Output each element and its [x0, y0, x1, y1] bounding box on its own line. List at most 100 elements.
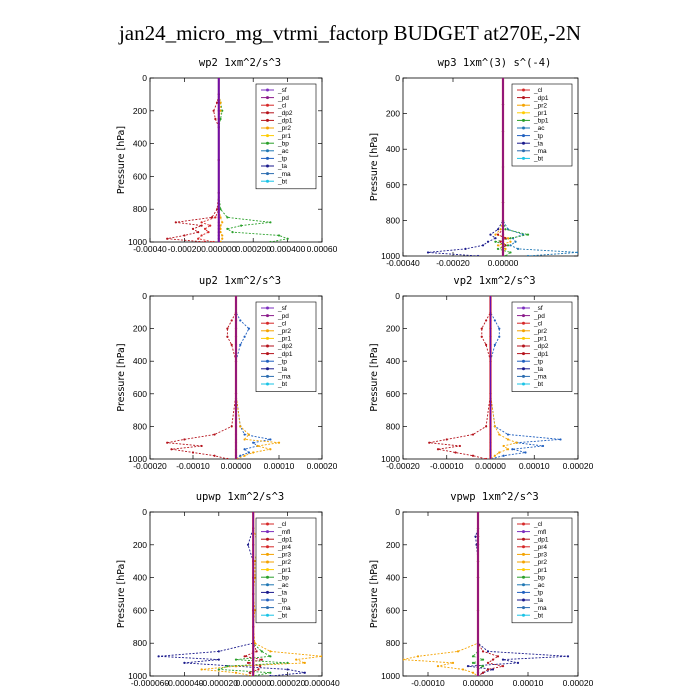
- data-point: [226, 327, 229, 330]
- legend-marker: [522, 118, 525, 122]
- data-point: [174, 221, 177, 224]
- data-point: [541, 444, 545, 448]
- x-tick-label: 0.00060: [307, 244, 338, 254]
- legend-entry: _ac: [277, 582, 289, 589]
- legend-marker: [266, 382, 269, 386]
- legend-entry: _pr3: [533, 552, 547, 559]
- legend-entry: _pr1: [533, 567, 547, 574]
- data-point: [496, 233, 500, 236]
- data-point: [504, 254, 507, 256]
- data-point: [502, 444, 505, 448]
- subplot-title: vp2 1xm^2/s^3: [453, 275, 535, 287]
- data-point: [501, 658, 505, 661]
- legend-marker: [266, 545, 269, 549]
- data-point: [494, 237, 497, 240]
- legend-marker: [266, 367, 269, 371]
- data-point: [243, 448, 246, 451]
- legend-marker: [522, 530, 525, 534]
- legend-marker: [522, 149, 525, 153]
- data-point: [403, 658, 405, 661]
- x-tick-label: -0.000060: [131, 678, 170, 688]
- legend-marker: [266, 314, 269, 318]
- legend-entry: _pr1: [533, 336, 547, 343]
- data-point: [183, 661, 186, 664]
- data-point: [493, 425, 496, 428]
- data-point: [436, 665, 440, 668]
- y-tick-label: 200: [386, 324, 400, 334]
- data-point: [200, 444, 203, 448]
- series-line-ac: [502, 78, 578, 256]
- data-point: [501, 665, 505, 668]
- legend-marker: [266, 613, 269, 617]
- legend-marker: [266, 568, 269, 572]
- x-tick-label: -0.00020: [133, 461, 167, 471]
- data-point: [502, 454, 505, 457]
- data-point: [246, 543, 250, 546]
- legend-marker: [266, 126, 269, 130]
- plot-frame: [402, 511, 579, 677]
- data-point: [516, 247, 520, 250]
- y-tick-label: 1000: [128, 237, 147, 247]
- legend-marker: [266, 590, 269, 594]
- data-point: [252, 441, 255, 444]
- legend-entry: _ma: [533, 605, 547, 612]
- legend-entry: _ma: [277, 605, 291, 612]
- data-point: [277, 234, 281, 237]
- legend-marker: [522, 590, 525, 594]
- data-point: [464, 247, 467, 250]
- legend-entry: _dp1: [533, 536, 549, 543]
- data-point: [303, 671, 306, 674]
- data-point: [219, 240, 222, 242]
- data-point: [269, 674, 272, 676]
- legend-marker: [266, 88, 269, 92]
- data-point: [269, 671, 272, 674]
- legend-entry: _cl: [533, 521, 543, 528]
- legend-marker: [522, 314, 525, 318]
- legend-entry: _tp: [277, 597, 287, 604]
- legend-entry: _dp1: [533, 95, 549, 102]
- subplot-4: vp2 1xm^2/s^3 Pressure [hPa] 0 200 400 600 800…: [369, 275, 594, 471]
- data-point: [230, 425, 233, 428]
- x-tick-label: -0.000040: [165, 678, 204, 688]
- data-point: [485, 319, 488, 322]
- y-tick-label: 0: [395, 73, 400, 83]
- legend-marker: [266, 149, 269, 153]
- data-point: [258, 665, 262, 668]
- data-point: [485, 343, 488, 346]
- legend-entry: _mfl: [277, 529, 291, 536]
- subplot-title: up2 1xm^2/s^3: [199, 275, 281, 287]
- data-point: [491, 658, 495, 661]
- data-point: [486, 668, 490, 671]
- x-tick-label: 0.000000: [201, 244, 237, 254]
- data-point: [566, 655, 570, 658]
- data-point: [509, 237, 512, 240]
- legend-entry: _tp: [277, 156, 287, 163]
- y-tick-label: 800: [386, 638, 400, 648]
- y-tick-label: 200: [386, 540, 400, 550]
- y-tick-label: 0: [395, 291, 400, 301]
- data-point: [485, 457, 488, 459]
- data-point: [486, 240, 490, 243]
- subplot-5: upwp 1xm^2/s^3 Pressure [hPa] 0 200 400 600 80…: [116, 491, 340, 688]
- data-point: [200, 668, 203, 671]
- legend-marker: [522, 134, 525, 138]
- data-point: [219, 208, 222, 211]
- data-point: [226, 335, 229, 338]
- series-line-pr2: [403, 512, 479, 676]
- legend-entry: _pr4: [533, 544, 547, 551]
- data-point: [498, 327, 501, 330]
- data-point: [191, 451, 195, 454]
- data-point: [166, 441, 169, 444]
- data-point: [240, 224, 243, 227]
- data-point: [496, 655, 500, 658]
- y-tick-label: 400: [133, 356, 147, 366]
- y-tick-label: 600: [133, 605, 147, 615]
- legend-entry: _dp2: [533, 343, 549, 350]
- y-tick-label: 200: [133, 540, 147, 550]
- legend-marker: [522, 103, 525, 107]
- data-point: [221, 234, 224, 237]
- data-point: [243, 438, 246, 441]
- x-tick-label: -0.00040: [133, 244, 167, 254]
- x-tick-label: 0.00000: [475, 461, 506, 471]
- legend-entry: _ma: [277, 171, 291, 178]
